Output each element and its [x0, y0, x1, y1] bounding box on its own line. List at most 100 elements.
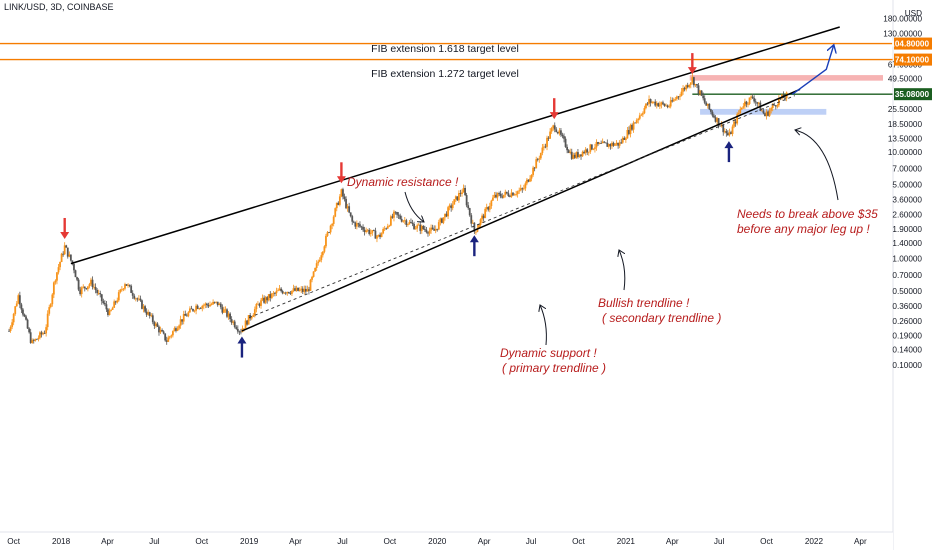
candle-body: [679, 95, 681, 97]
candle-body: [380, 233, 383, 238]
candle-body: [258, 303, 261, 306]
candle-body: [471, 222, 474, 224]
projection-arrow: [791, 46, 833, 95]
candle-body: [553, 125, 556, 130]
candle-body: [312, 271, 315, 277]
candle-body: [8, 330, 10, 332]
candle-body: [637, 118, 640, 121]
candle-body: [677, 96, 680, 98]
arrow-markers: [60, 53, 734, 358]
candle-body: [589, 144, 592, 152]
candle-body: [357, 223, 360, 225]
candle-body: [564, 138, 567, 147]
candle-body: [685, 85, 688, 90]
candle-body: [57, 267, 60, 273]
time-tick-label: Oct: [383, 537, 396, 546]
candle-body: [558, 130, 561, 134]
trendlines[interactable]: [70, 26, 840, 332]
candle-body: [399, 215, 402, 219]
candle-body: [90, 279, 92, 285]
candle-body: [52, 282, 55, 295]
candle-body: [529, 178, 531, 182]
candle-body: [454, 196, 457, 200]
candle-body: [468, 208, 471, 216]
price-candles: [8, 73, 788, 345]
candle-body: [11, 322, 14, 327]
candle-body: [286, 291, 289, 294]
candle-body: [756, 102, 759, 104]
arrow-up-icon: [469, 235, 479, 243]
candle-body: [420, 225, 423, 231]
candle-body: [612, 142, 615, 146]
price-tick-label: 0.50000: [892, 287, 922, 296]
candle-body: [278, 288, 281, 291]
candle-body: [640, 114, 643, 116]
candle-body: [238, 331, 241, 333]
candle-body: [204, 303, 207, 306]
candle-body: [389, 216, 392, 226]
candle-body: [646, 103, 649, 105]
candle-body: [527, 179, 530, 182]
candle-body: [337, 202, 340, 205]
candle-body: [405, 220, 408, 225]
candle-body: [621, 137, 624, 143]
candle-body: [202, 305, 205, 307]
candle-body: [669, 100, 672, 107]
symbol-title: LINK/USD, 3D, COINBASE: [4, 2, 114, 12]
candle-body: [433, 228, 436, 231]
candle-body: [15, 303, 18, 307]
candle-body: [362, 226, 364, 230]
candle-body: [201, 305, 204, 309]
resistance-trendline[interactable]: [70, 26, 840, 265]
candle-body: [757, 102, 760, 104]
candle-body: [490, 200, 493, 207]
price-tick-label: 1.00000: [892, 255, 922, 264]
candle-body: [750, 96, 752, 98]
candle-body: [776, 105, 779, 107]
candle-body: [713, 115, 715, 118]
candle-body: [342, 189, 344, 197]
candle-body: [264, 297, 267, 303]
time-tick-label: 2022: [805, 537, 824, 546]
candle-body: [261, 297, 264, 301]
candle-body: [323, 246, 326, 252]
time-tick-label: Apr: [101, 537, 114, 546]
candle-body: [515, 194, 517, 195]
candle-body: [66, 247, 69, 257]
candle-body: [372, 230, 375, 231]
candle-body: [147, 312, 150, 315]
candle-body: [224, 309, 227, 311]
candle-body: [504, 191, 507, 195]
support-trendline[interactable]: [241, 88, 801, 332]
candle-body: [516, 191, 519, 195]
candle-body: [705, 102, 708, 106]
candle-body: [34, 338, 37, 341]
candle-body: [594, 147, 596, 149]
candle-body: [69, 254, 72, 261]
candle-body: [219, 303, 222, 308]
candle-body: [360, 226, 363, 228]
candle-body: [141, 300, 143, 309]
bullish-trendline[interactable]: [248, 95, 796, 319]
candle-body: [113, 301, 116, 308]
candle-body: [31, 340, 34, 343]
candle-body: [28, 328, 31, 333]
candle-body: [181, 319, 184, 322]
time-tick-label: 2021: [617, 537, 636, 546]
price-tag-label: 104.80000: [890, 40, 929, 49]
candle-body: [136, 298, 139, 300]
candle-body: [498, 193, 500, 194]
candle-body: [9, 326, 12, 331]
candle-body: [414, 228, 417, 230]
candle-body: [377, 234, 380, 237]
candle-body: [620, 142, 623, 144]
candle-body: [402, 220, 405, 222]
price-tick-label: 25.50000: [888, 105, 923, 114]
candle-body: [196, 305, 199, 309]
candle-body: [391, 216, 394, 218]
candle-body: [561, 134, 564, 137]
candle-body: [481, 215, 483, 220]
candle-body: [376, 236, 378, 239]
candle-body: [751, 96, 754, 99]
